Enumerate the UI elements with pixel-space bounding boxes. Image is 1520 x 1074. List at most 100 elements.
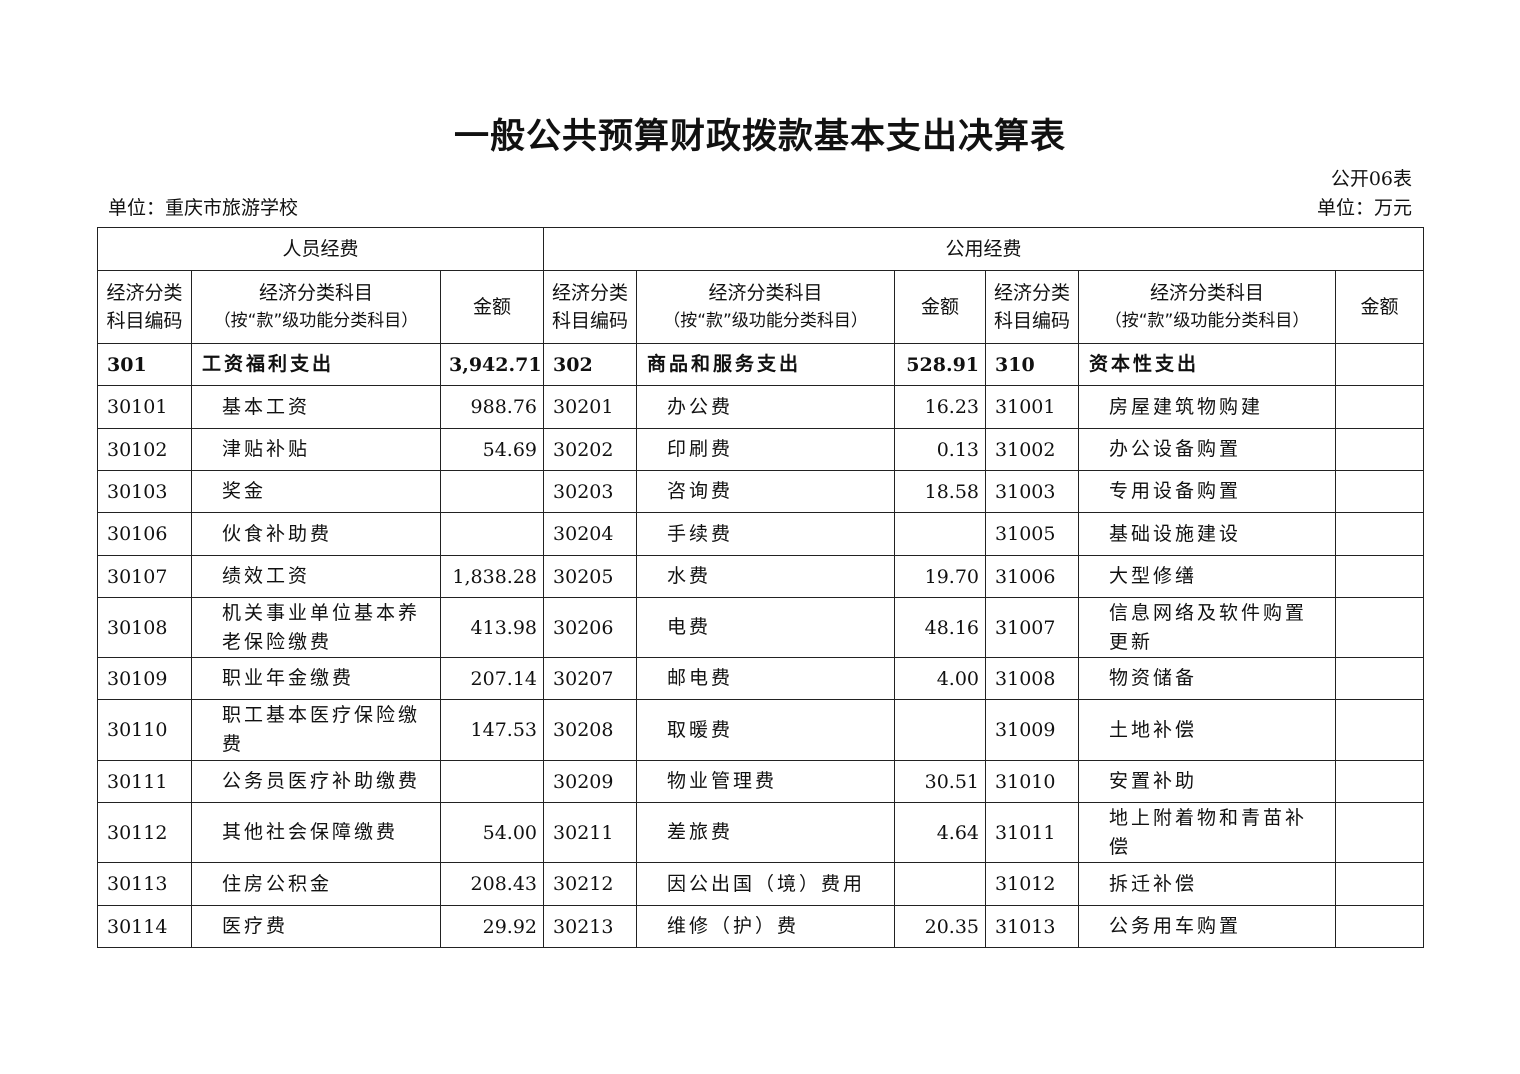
table-row: 30109 职业年金缴费 207.14 30207 邮电费 4.00 31008 物资储备 [97,657,1425,700]
amount-cell [1335,802,1425,863]
code-cell: 30109 [97,657,192,700]
item-name-cell: 津贴补贴 [191,428,441,471]
code-cell: 30211 [543,802,638,863]
item-name-cell: 安置补助 [1078,760,1337,803]
amount-cell: 19.70 [894,555,987,598]
item-name-cell: 工资福利支出 [191,343,441,386]
item-name-cell: 维修（护）费 [636,905,896,948]
amount-cell: 413.98 [439,597,545,658]
table-row: 30112 其他社会保障缴费 54.00 30211 差旅费 4.64 31011 地上附着物… [97,802,1425,863]
amount-cell: 54.00 [439,802,545,863]
code-cell: 30203 [543,470,638,513]
code-cell: 30205 [543,555,638,598]
code-cell: 30208 [543,699,638,761]
code-cell: 30209 [543,760,638,803]
item-name-cell: 机关事业单位基本养老保险缴费 [191,597,441,658]
amount-cell [1335,555,1425,598]
table-row: 30113 住房公积金 208.43 30212 因公出国（境）费用 31012 拆迁补偿 [97,862,1425,906]
code-cell: 30102 [97,428,192,471]
header-name-line2: （按“款”级功能分类科目） [213,311,419,331]
amount-cell [1335,597,1425,658]
code-cell: 31003 [985,470,1080,513]
amount-cell [439,760,545,803]
code-cell: 30107 [97,555,192,598]
table-row: 30111 公务员医疗补助缴费 30209 物业管理费 30.51 31010 安置补助 [97,760,1425,803]
amount-cell [1335,512,1425,556]
code-cell: 30111 [97,760,192,803]
table-row: 30108 机关事业单位基本养老保险缴费 413.98 30206 电费 48.16 310… [97,597,1425,658]
table-row: 30102 津贴补贴 54.69 30202 印刷费 0.13 31002 办公设备购置 [97,428,1425,471]
code-cell: 31011 [985,802,1080,863]
item-name-cell: 资本性支出 [1078,343,1337,386]
code-cell: 30108 [97,597,192,658]
table-row: 30106 伙食补助费 30204 手续费 31005 基础设施建设 [97,512,1425,556]
item-name-cell: 公务员医疗补助缴费 [191,760,441,803]
code-cell: 30101 [97,385,192,429]
table-row: 30114 医疗费 29.92 30213 维修（护）费 20.35 31013 公务用车购置 [97,905,1425,948]
item-name-cell: 其他社会保障缴费 [191,802,441,863]
page-title: 一般公共预算财政拨款基本支出决算表 [453,117,1066,157]
amount-cell: 3,942.71 [439,343,545,386]
item-name-cell: 伙食补助费 [191,512,441,556]
header-name: 经济分类科目 （按“款”级功能分类科目） [191,270,441,344]
header-amount: 金额 [894,270,987,344]
amount-cell: 54.69 [439,428,545,471]
code-cell: 31002 [985,428,1080,471]
item-name-cell: 手续费 [636,512,896,556]
code-cell: 302 [543,343,638,386]
header-code: 经济分类科目编码 [985,270,1080,344]
item-name-cell: 公务用车购置 [1078,905,1337,948]
category-total-row: 301 工资福利支出 3,942.71 302 商品和服务支出 528.91 310 资本性支… [97,343,1425,386]
table-row: 30107 绩效工资 1,838.28 30205 水费 19.70 31006 大型修缮 [97,555,1425,598]
header-name-line1: 经济分类科目 [708,282,823,304]
code-cell: 30207 [543,657,638,700]
code-cell: 31007 [985,597,1080,658]
amount-cell: 147.53 [439,699,545,761]
code-cell: 31012 [985,862,1080,906]
code-cell: 31013 [985,905,1080,948]
item-name-cell: 办公设备购置 [1078,428,1337,471]
item-name-cell: 地上附着物和青苗补偿 [1078,802,1337,863]
item-name-cell: 电费 [636,597,896,658]
form-number: 公开06表 [1330,168,1412,190]
expenditure-table: 人员经费 公用经费 经济分类科目编码 经济分类科目 （按“款”级功能分类科目） 金… [96,227,1425,948]
item-name-cell: 绩效工资 [191,555,441,598]
amount-cell: 4.00 [894,657,987,700]
header-code: 经济分类科目编码 [97,270,192,344]
amount-cell [894,862,987,906]
amount-cell [1335,760,1425,803]
group-header-personnel: 人员经费 [96,227,545,271]
code-cell: 31009 [985,699,1080,761]
item-name-cell: 职业年金缴费 [191,657,441,700]
item-name-cell: 因公出国（境）费用 [636,862,896,906]
amount-cell [1335,343,1425,386]
amount-cell [1335,905,1425,948]
amount-cell: 0.13 [894,428,987,471]
item-name-cell: 咨询费 [636,470,896,513]
header-name: 经济分类科目 （按“款”级功能分类科目） [1078,270,1337,344]
code-cell: 30213 [543,905,638,948]
code-cell: 30204 [543,512,638,556]
amount-cell [1335,657,1425,700]
item-name-cell: 基础设施建设 [1078,512,1337,556]
header-name: 经济分类科目 （按“款”级功能分类科目） [636,270,896,344]
code-cell: 31010 [985,760,1080,803]
code-cell: 30103 [97,470,192,513]
item-name-cell: 专用设备购置 [1078,470,1337,513]
item-name-cell: 房屋建筑物购建 [1078,385,1337,429]
table-row: 30110 职工基本医疗保险缴费 147.53 30208 取暖费 31009 土地补偿 [97,699,1425,761]
amount-cell: 16.23 [894,385,987,429]
item-name-cell: 邮电费 [636,657,896,700]
amount-cell: 207.14 [439,657,545,700]
code-cell: 30202 [543,428,638,471]
amount-cell: 1,838.28 [439,555,545,598]
item-name-cell: 信息网络及软件购置更新 [1078,597,1337,658]
amount-cell: 30.51 [894,760,987,803]
header-name-line2: （按“款”级功能分类科目） [1104,311,1310,331]
code-cell: 30110 [97,699,192,761]
header-amount: 金额 [439,270,545,344]
table-row: 30101 基本工资 988.76 30201 办公费 16.23 31001 房屋建筑物购建 [97,385,1425,429]
table-row: 30103 奖金 30203 咨询费 18.58 31003 专用设备购置 [97,470,1425,513]
amount-cell: 988.76 [439,385,545,429]
item-name-cell: 土地补偿 [1078,699,1337,761]
